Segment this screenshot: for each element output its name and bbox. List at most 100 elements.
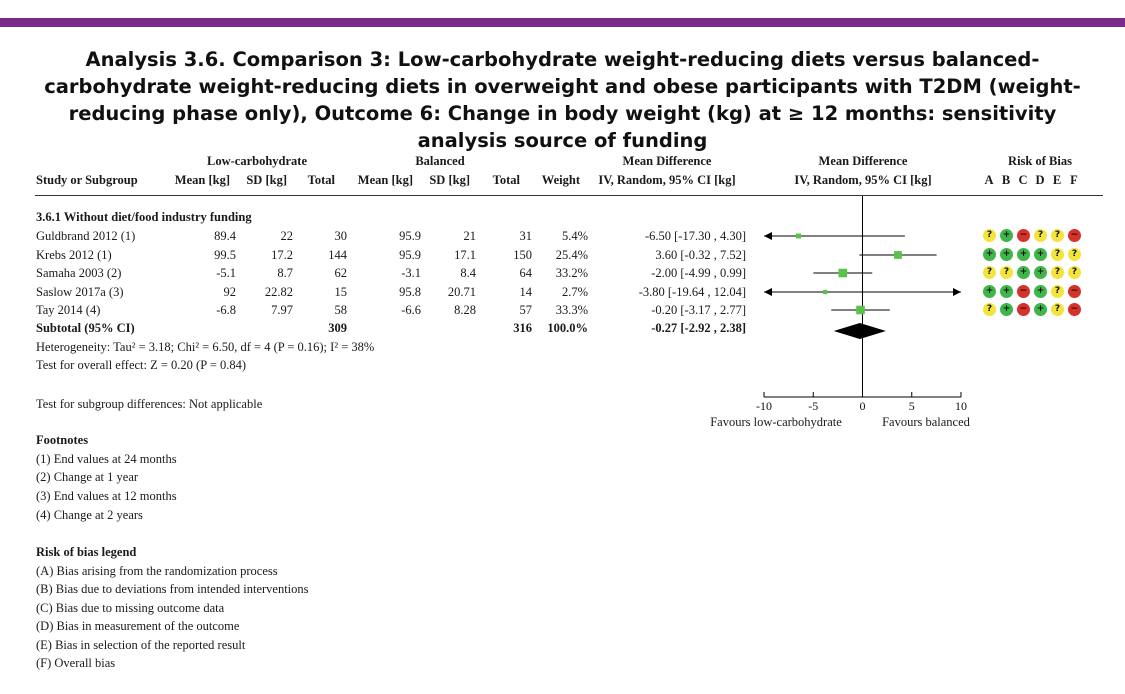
subtotal-label: Subtotal (95% CI) xyxy=(36,321,135,335)
footnote-item: (2) Change at 1 year xyxy=(36,470,139,484)
total2-header: Total xyxy=(492,173,520,187)
overall-effect-text: Test for overall effect: Z = 0.20 (P = 0… xyxy=(36,358,247,372)
sd2-cell: 8.28 xyxy=(454,303,476,317)
x-tick-label: 5 xyxy=(909,399,915,413)
header-divider xyxy=(35,195,1103,196)
rob-low-icon: + xyxy=(1034,303,1047,316)
mean2-cell: -6.6 xyxy=(401,303,421,317)
favours-right-label: Favours balanced xyxy=(882,415,970,429)
footnote-item: (3) End values at 12 months xyxy=(36,489,177,503)
rob-letter-a: A xyxy=(984,173,994,187)
rob-low-icon: + xyxy=(1000,285,1013,298)
x-tick-label: -10 xyxy=(756,399,772,413)
ci-arrow-left xyxy=(764,288,772,296)
study-marker xyxy=(894,251,902,259)
total1-cell: 30 xyxy=(334,229,348,243)
rob-high-icon: − xyxy=(1068,285,1081,298)
subtotal-weight: 100.0% xyxy=(547,321,588,335)
rob-some-icon: ? xyxy=(983,229,996,242)
rob-low-icon: + xyxy=(1034,285,1047,298)
rob-some-icon: ? xyxy=(1051,303,1064,316)
sd1-cell: 8.7 xyxy=(277,266,293,280)
weight-cell: 5.4% xyxy=(561,229,588,243)
subtotal-ci: -0.27 [-2.92 , 2.38] xyxy=(651,321,746,335)
mean2-cell: 95.8 xyxy=(399,285,421,299)
total1-cell: 15 xyxy=(334,285,348,299)
subtotal-total2: 316 xyxy=(513,321,532,335)
rob-high-icon: − xyxy=(1068,303,1081,316)
rob-some-icon: ? xyxy=(1068,266,1081,279)
rob-low-icon: + xyxy=(1034,248,1047,261)
sd1-cell: 7.97 xyxy=(271,303,293,317)
mean1-cell: -6.8 xyxy=(216,303,236,317)
mean2-cell: -3.1 xyxy=(401,266,421,280)
legend-item: (A) Bias arising from the randomization … xyxy=(36,564,278,578)
rob-some-icon: ? xyxy=(1051,285,1064,298)
sd2-cell: 17.1 xyxy=(454,248,476,262)
study-name: Saslow 2017a (3) xyxy=(36,285,124,299)
x-tick-label: 0 xyxy=(860,399,866,413)
rob-some-icon: ? xyxy=(1000,266,1013,279)
group2-header: Balanced xyxy=(415,154,465,168)
weight-header: Weight xyxy=(541,173,580,187)
header-rule xyxy=(0,18,1125,27)
sd1-cell: 22 xyxy=(280,229,294,243)
group1-header: Low-carbohydrate xyxy=(207,154,307,168)
rob-low-icon: + xyxy=(1000,303,1013,316)
footnote-item: (1) End values at 24 months xyxy=(36,452,177,466)
study-name: Tay 2014 (4) xyxy=(36,303,101,317)
study-marker xyxy=(856,305,865,315)
rob-letter-e: E xyxy=(1052,173,1062,187)
legend-item: (D) Bias in measurement of the outcome xyxy=(36,619,240,633)
ci-arrow-left xyxy=(764,232,772,240)
legend-item: (B) Bias due to deviations from intended… xyxy=(36,582,309,596)
footnotes-title: Footnotes xyxy=(36,433,89,447)
total1-cell: 58 xyxy=(334,303,348,317)
rob-low-icon: + xyxy=(1017,248,1030,261)
subtotal-total1: 309 xyxy=(328,321,347,335)
weight-cell: 25.4% xyxy=(555,248,588,262)
study-name: Samaha 2003 (2) xyxy=(36,266,122,280)
legend-item: (F) Overall bias xyxy=(36,656,116,670)
ci-cell: -2.00 [-4.99 , 0.99] xyxy=(651,266,746,280)
legend-title: Risk of bias legend xyxy=(36,545,137,559)
rob-low-icon: + xyxy=(983,248,996,261)
mean2-header: Mean [kg] xyxy=(357,173,413,187)
ci-cell: -0.20 [-3.17 , 2.77] xyxy=(651,303,746,317)
sd2-cell: 21 xyxy=(463,229,477,243)
rob-high-icon: − xyxy=(1068,229,1081,242)
ci-arrow-right xyxy=(953,288,961,296)
rob-some-icon: ? xyxy=(1034,229,1047,242)
total1-cell: 62 xyxy=(334,266,348,280)
sd1-header: SD [kg] xyxy=(246,173,287,187)
md-plot-header: Mean Difference xyxy=(818,154,908,168)
rob-high-icon: − xyxy=(1017,285,1030,298)
weight-cell: 2.7% xyxy=(561,285,588,299)
subgroup-diff-text: Test for subgroup differences: Not appli… xyxy=(36,397,263,411)
mean1-header: Mean [kg] xyxy=(174,173,230,187)
rob-some-icon: ? xyxy=(1051,266,1064,279)
analysis-title: Analysis 3.6. Comparison 3: Low-carbohyd… xyxy=(44,48,1081,152)
study-marker xyxy=(822,289,828,295)
ci-plot-header: IV, Random, 95% CI [kg] xyxy=(794,173,932,187)
rob-high-icon: − xyxy=(1017,303,1030,316)
rob-header: Risk of Bias xyxy=(1008,154,1072,168)
mean1-cell: 99.5 xyxy=(214,248,236,262)
study-marker xyxy=(838,268,848,278)
rob-letter-b: B xyxy=(1001,173,1011,187)
mean2-cell: 95.9 xyxy=(399,229,421,243)
weight-cell: 33.3% xyxy=(555,303,588,317)
rob-letter-f: F xyxy=(1070,173,1078,187)
total2-cell: 64 xyxy=(519,266,533,280)
subgroup-title: 3.6.1 Without diet/food industry funding xyxy=(36,210,252,224)
rob-letter-c: C xyxy=(1018,173,1028,187)
total2-cell: 57 xyxy=(519,303,533,317)
legend-item: (E) Bias in selection of the reported re… xyxy=(36,638,246,652)
study-name: Guldbrand 2012 (1) xyxy=(36,229,136,243)
ci-cell: 3.60 [-0.32 , 7.52] xyxy=(655,248,746,262)
total1-cell: 144 xyxy=(328,248,347,262)
study-marker xyxy=(796,233,801,239)
total2-cell: 31 xyxy=(519,229,533,243)
heterogeneity-text: Heterogeneity: Tau² = 3.18; Chi² = 6.50,… xyxy=(36,340,375,354)
